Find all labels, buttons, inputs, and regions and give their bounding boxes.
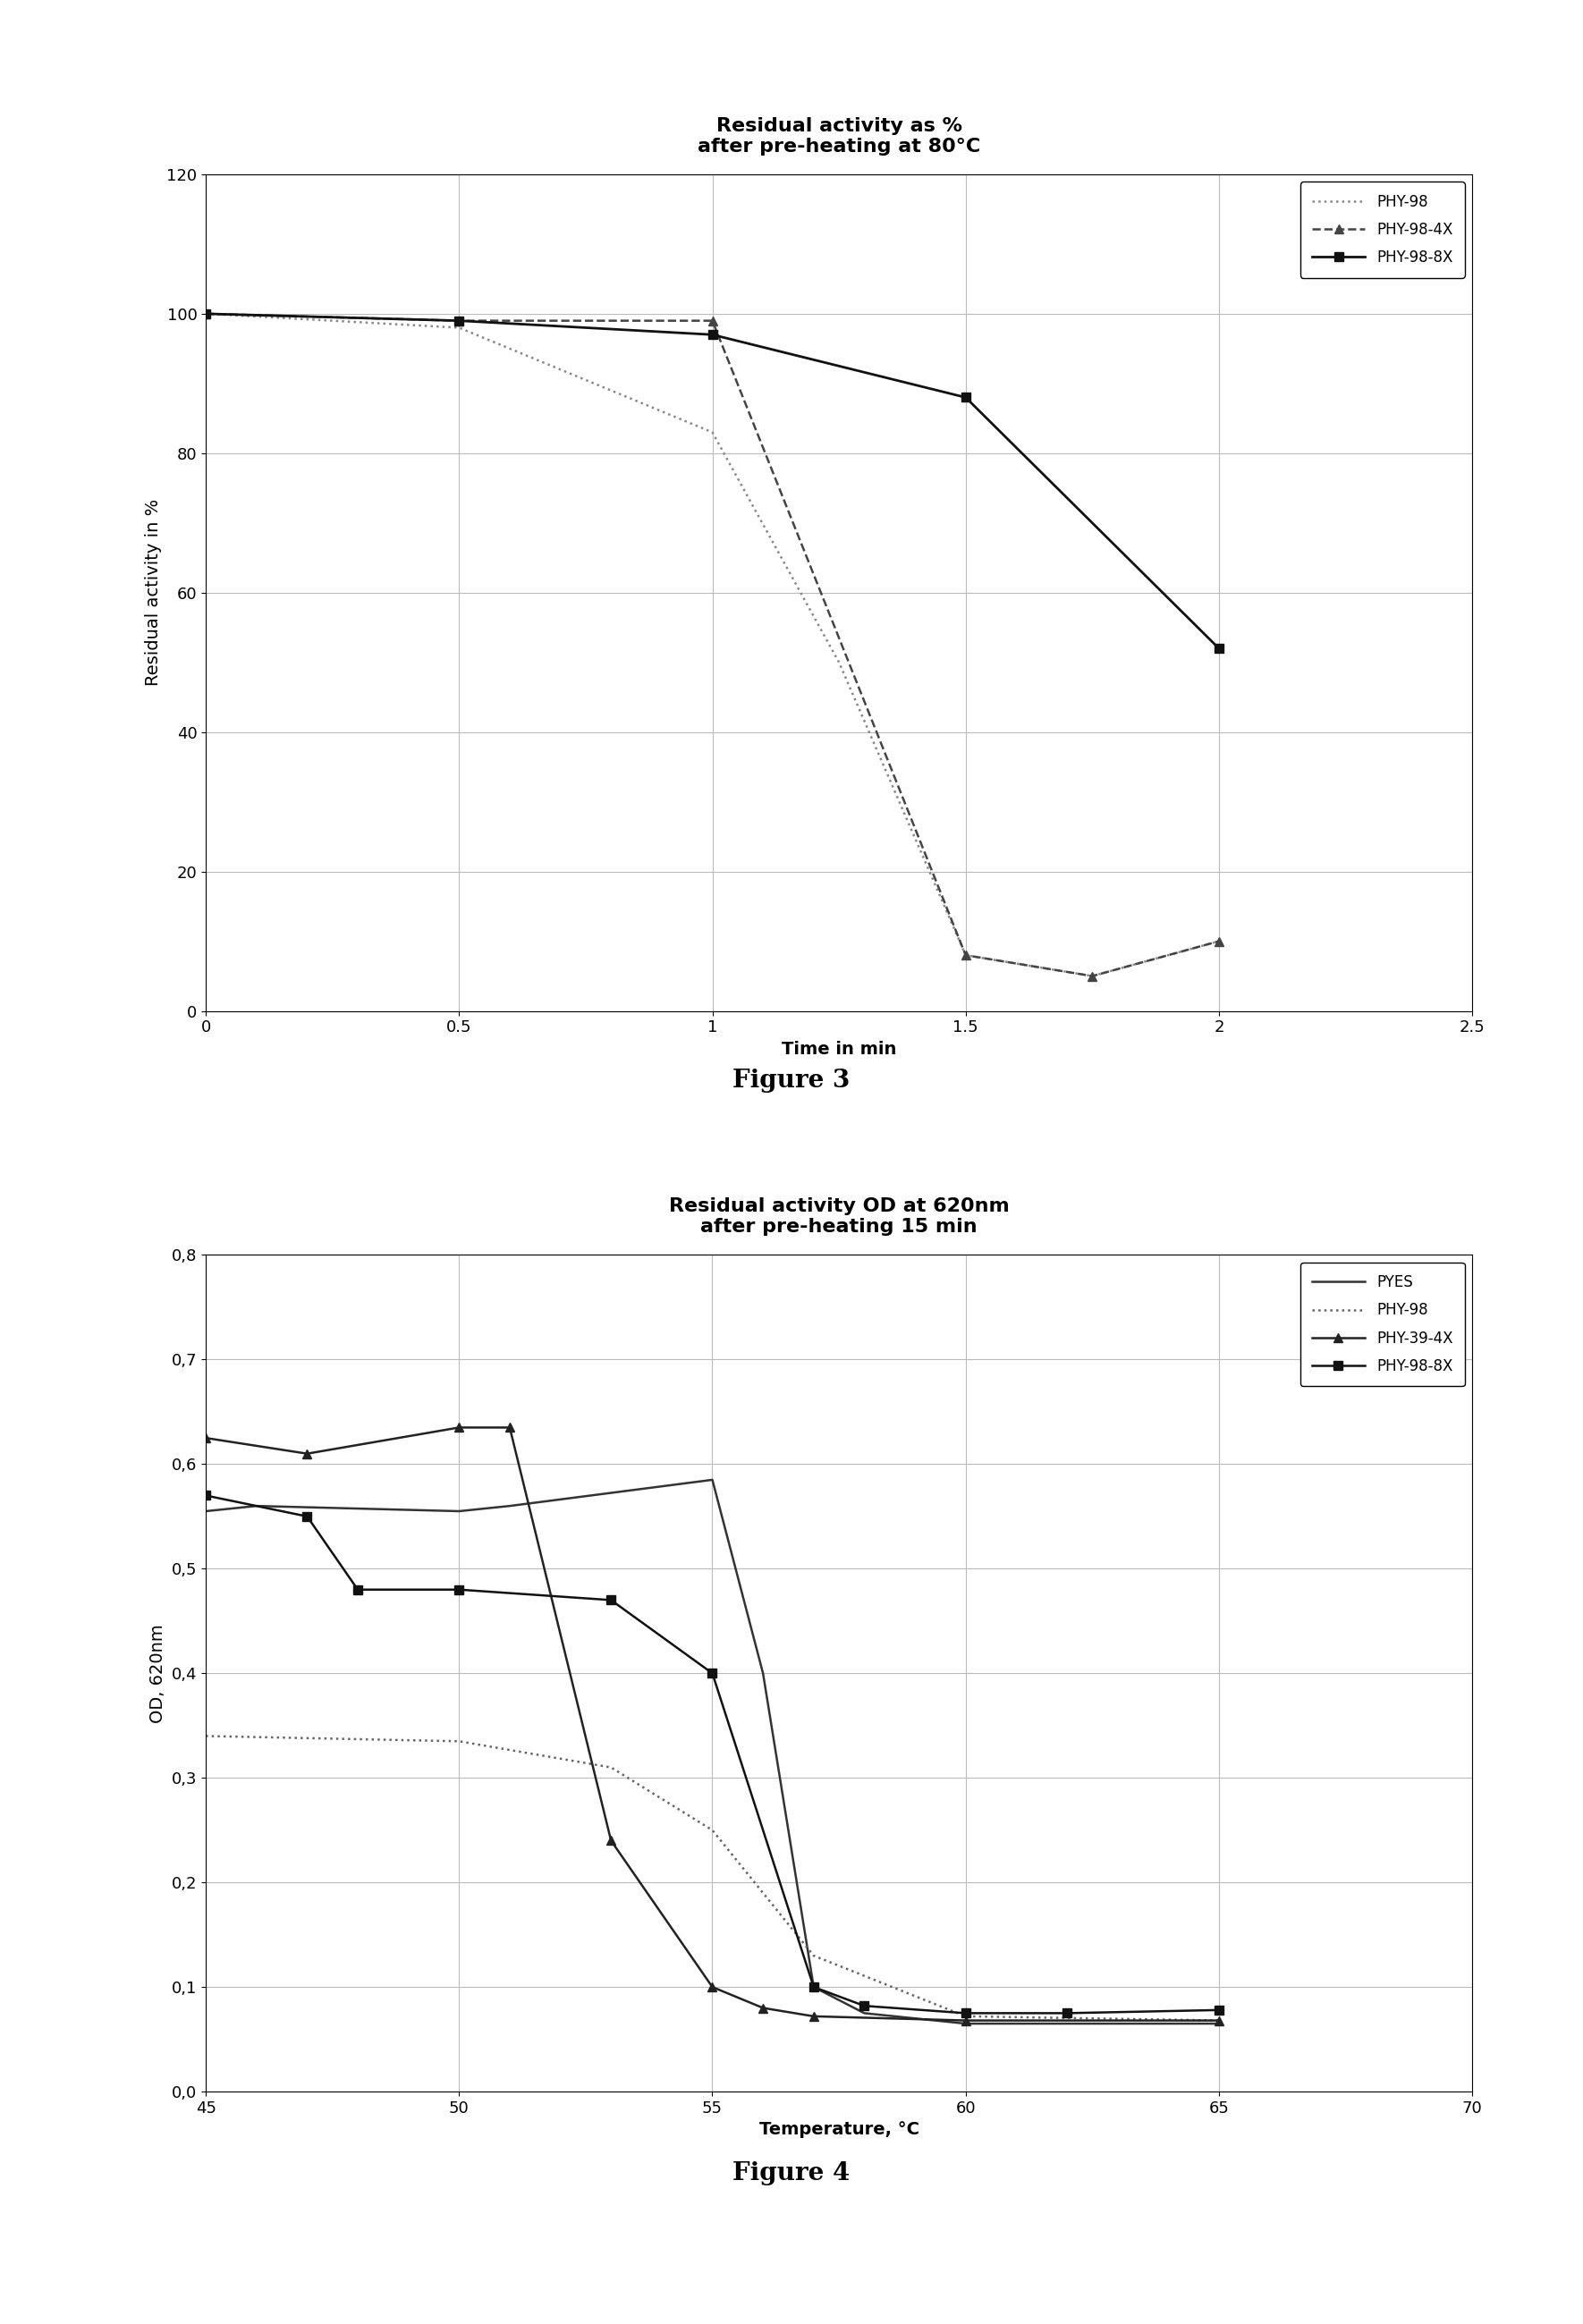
PYES bbox=[855, 1999, 874, 2027]
PHY-98-4X bbox=[956, 941, 975, 969]
PHY-98 bbox=[1209, 2006, 1228, 2034]
Title: Residual activity OD at 620nm
after pre-heating 15 min: Residual activity OD at 620nm after pre-… bbox=[668, 1197, 1010, 1236]
Title: Residual activity as %
after pre-heating at 80°C: Residual activity as % after pre-heating… bbox=[698, 116, 980, 156]
Line: PHY-98-4X: PHY-98-4X bbox=[201, 309, 1224, 981]
PYES bbox=[450, 1497, 469, 1525]
PYES bbox=[703, 1466, 722, 1494]
Line: PHY-98: PHY-98 bbox=[206, 314, 1219, 976]
PHY-39-4X bbox=[956, 2006, 975, 2034]
PHY-39-4X bbox=[196, 1425, 215, 1452]
PYES bbox=[804, 1973, 823, 2001]
PHY-98-8X bbox=[348, 1576, 367, 1604]
PHY-98-8X bbox=[450, 307, 469, 335]
PYES bbox=[956, 2010, 975, 2038]
PHY-98-8X bbox=[703, 321, 722, 349]
PHY-98 bbox=[829, 648, 848, 676]
PHY-98 bbox=[703, 1817, 722, 1845]
PHY-98-8X bbox=[956, 1999, 975, 2027]
PHY-98-4X bbox=[196, 300, 215, 328]
PHY-39-4X bbox=[754, 1994, 773, 2022]
PHY-98-8X bbox=[1057, 1999, 1076, 2027]
Y-axis label: Residual activity in %: Residual activity in % bbox=[144, 500, 161, 686]
PHY-39-4X bbox=[1209, 2006, 1228, 2034]
Text: Figure 3: Figure 3 bbox=[733, 1069, 850, 1092]
PHY-98-8X bbox=[298, 1504, 317, 1532]
X-axis label: Time in min: Time in min bbox=[782, 1041, 896, 1057]
PHY-98 bbox=[450, 1727, 469, 1755]
PHY-98 bbox=[450, 314, 469, 342]
PHY-39-4X bbox=[450, 1413, 469, 1441]
PYES bbox=[500, 1492, 519, 1520]
PHY-98 bbox=[956, 941, 975, 969]
PHY-98-8X bbox=[703, 1659, 722, 1687]
X-axis label: Temperature, °C: Temperature, °C bbox=[758, 2122, 920, 2138]
PHY-39-4X bbox=[602, 1827, 621, 1855]
PHY-98-8X bbox=[602, 1587, 621, 1615]
PHY-98-8X bbox=[196, 1483, 215, 1511]
PHY-98-4X bbox=[703, 307, 722, 335]
PHY-98 bbox=[804, 1941, 823, 1968]
PYES bbox=[196, 1497, 215, 1525]
PHY-98 bbox=[602, 1752, 621, 1780]
PHY-39-4X bbox=[500, 1413, 519, 1441]
Legend: PHY-98, PHY-98-4X, PHY-98-8X: PHY-98, PHY-98-4X, PHY-98-8X bbox=[1301, 181, 1464, 279]
Legend: PYES, PHY-98, PHY-39-4X, PHY-98-8X: PYES, PHY-98, PHY-39-4X, PHY-98-8X bbox=[1300, 1262, 1464, 1387]
PHY-98 bbox=[196, 1722, 215, 1750]
Line: PHY-98: PHY-98 bbox=[206, 1736, 1219, 2020]
PHY-98 bbox=[1209, 927, 1228, 955]
PHY-98 bbox=[1083, 962, 1102, 990]
PYES bbox=[1209, 2010, 1228, 2038]
Line: PYES: PYES bbox=[206, 1480, 1219, 2024]
PHY-98 bbox=[196, 300, 215, 328]
PYES bbox=[754, 1659, 773, 1687]
Text: Figure 4: Figure 4 bbox=[733, 2161, 850, 2185]
PHY-98-4X bbox=[1083, 962, 1102, 990]
PHY-98-8X bbox=[1209, 634, 1228, 662]
PHY-98-8X bbox=[804, 1973, 823, 2001]
PHY-98-4X bbox=[450, 307, 469, 335]
PHY-98 bbox=[956, 2003, 975, 2031]
PHY-98-8X bbox=[956, 383, 975, 411]
PHY-98 bbox=[703, 418, 722, 446]
Line: PHY-39-4X: PHY-39-4X bbox=[201, 1422, 1224, 2024]
PHY-98-8X bbox=[855, 1992, 874, 2020]
Line: PHY-98-8X: PHY-98-8X bbox=[201, 1492, 1224, 2017]
PHY-98-8X bbox=[1209, 1996, 1228, 2024]
PHY-98-8X bbox=[196, 300, 215, 328]
PHY-39-4X bbox=[703, 1973, 722, 2001]
PHY-98-8X bbox=[450, 1576, 469, 1604]
Y-axis label: OD, 620nm: OD, 620nm bbox=[150, 1624, 166, 1722]
PYES bbox=[247, 1492, 266, 1520]
PHY-98-4X bbox=[1209, 927, 1228, 955]
Line: PHY-98-8X: PHY-98-8X bbox=[201, 309, 1224, 653]
PHY-39-4X bbox=[804, 2003, 823, 2031]
PHY-39-4X bbox=[298, 1439, 317, 1469]
